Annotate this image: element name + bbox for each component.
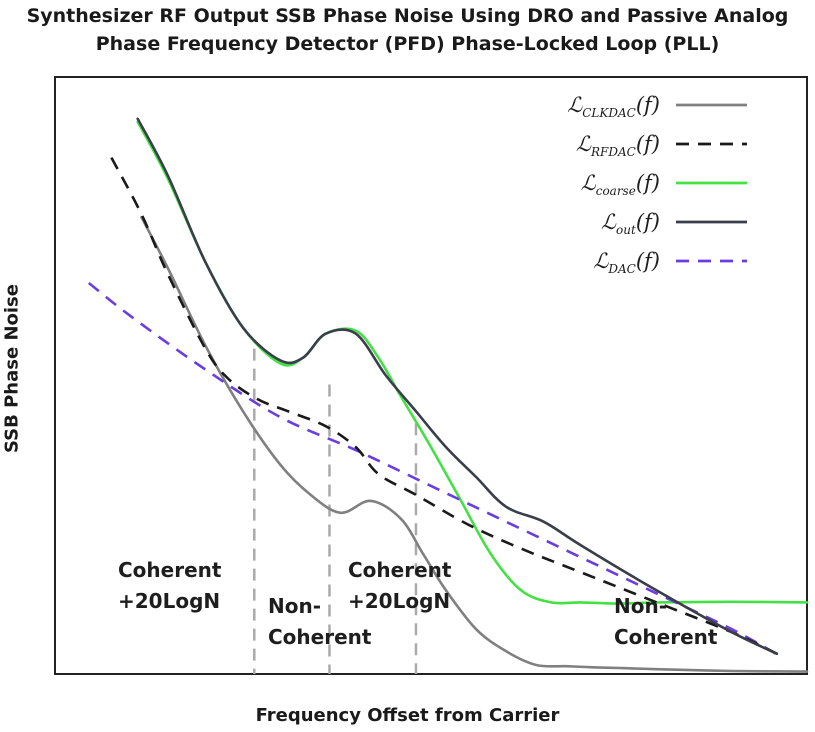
legend-subscript: coarse (596, 184, 636, 198)
region-label-2-line-2: Coherent (268, 625, 372, 649)
legend-arg: (f) (636, 93, 660, 117)
region-label-2: Non- Coherent (268, 594, 372, 649)
legend-symbol: ℒ (593, 249, 609, 273)
series-line-out (136, 117, 779, 655)
chart-title: Synthesizer RF Output SSB Phase Noise Us… (0, 2, 815, 58)
region-label-3-line-1: Coherent (348, 558, 452, 582)
legend-arg: (f) (636, 249, 660, 273)
legend-subscript: CLKDAC (582, 106, 636, 120)
plot-frame (54, 76, 808, 675)
legend-label-out: ℒout(f) (601, 210, 660, 237)
x-axis-label: Frequency Offset from Carrier (255, 705, 560, 726)
legend-label-dac: ℒDAC(f) (593, 249, 660, 276)
region-label-3-line-2: +20LogN (348, 589, 450, 613)
chart-title-line-1: Synthesizer RF Output SSB Phase Noise Us… (26, 5, 789, 27)
region-label-4: Non- Coherent (614, 594, 718, 649)
legend-symbol: ℒ (581, 171, 597, 195)
legend-symbol: ℒ (601, 210, 617, 234)
legend-symbol: ℒ (576, 132, 592, 156)
legend-label-clkdac: ℒCLKDAC(f) (567, 93, 660, 120)
region-label-4-line-1: Non- (614, 594, 667, 618)
legend-subscript: DAC (607, 262, 635, 276)
chart-title-line-2: Phase Frequency Detector (PFD) Phase-Loc… (95, 33, 720, 55)
legend-subscript: out (616, 223, 636, 237)
region-label-4-line-2: Coherent (614, 625, 718, 649)
legend-symbol: ℒ (567, 93, 583, 117)
series-line-coarse (136, 120, 809, 605)
series-line-dac (87, 281, 778, 656)
region-label-2-line-1: Non- (268, 594, 321, 618)
legend-arg: (f) (636, 132, 660, 156)
series-line-rfdac (110, 156, 778, 655)
legend-arg: (f) (636, 210, 660, 234)
legend-subscript: RFDAC (590, 145, 636, 159)
region-label-1-line-2: +20LogN (118, 589, 220, 613)
legend-label-coarse: ℒcoarse(f) (581, 171, 660, 198)
region-label-1-line-1: Coherent (118, 558, 222, 582)
series-line-clkdac (140, 216, 809, 673)
region-label-3: Coherent +20LogN (348, 558, 452, 613)
region-label-1: Coherent +20LogN (118, 558, 222, 613)
legend-label-rfdac: ℒRFDAC(f) (576, 132, 660, 159)
legend-arg: (f) (636, 171, 660, 195)
